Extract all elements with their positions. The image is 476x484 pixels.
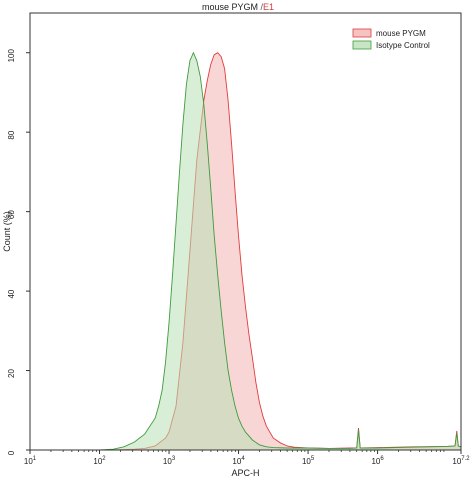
series-line-isotype-control — [99, 51, 462, 451]
chart-title-main: mouse PYGM — [201, 2, 258, 12]
legend-label-mouse-pygm: mouse PYGM — [376, 29, 426, 38]
legend-swatch-isotype-control — [352, 40, 372, 50]
series-area-isotype-control — [99, 52, 461, 450]
x-tick-label: 104 — [232, 456, 245, 466]
y-tick-label: 60 — [7, 210, 16, 219]
chart-title: mouse PYGM /E1 — [0, 2, 476, 12]
y-tick-label: 80 — [7, 130, 16, 139]
plot-frame — [29, 12, 462, 451]
y-tick-label: 100 — [7, 49, 16, 63]
y-axis-label: Count (%) — [2, 211, 12, 252]
x-tick-label: 102 — [93, 456, 106, 466]
y-tick-label: 20 — [7, 369, 16, 378]
legend-swatch-mouse-pygm — [352, 28, 372, 38]
x-tick-label: 105 — [302, 456, 315, 466]
chart-title-separator: / — [260, 2, 264, 12]
x-tick-label: 107.2 — [452, 456, 470, 466]
chart-title-gate: E1 — [263, 2, 275, 12]
x-tick-label: 103 — [163, 456, 176, 466]
axes-layer: 0 20 40 60 80 100 101 102 103 104 105 106 107.2 — [7, 49, 470, 466]
y-tick-label: 0 — [7, 450, 16, 455]
legend: mouse PYGM Isotype Control — [352, 28, 430, 50]
x-axis-label: APC-H — [231, 468, 259, 478]
x-tick-label: 101 — [24, 456, 37, 466]
series-layer — [99, 51, 462, 451]
legend-label-isotype-control: Isotype Control — [376, 41, 430, 50]
x-tick-label: 106 — [371, 456, 384, 466]
y-tick-label: 40 — [7, 289, 16, 298]
